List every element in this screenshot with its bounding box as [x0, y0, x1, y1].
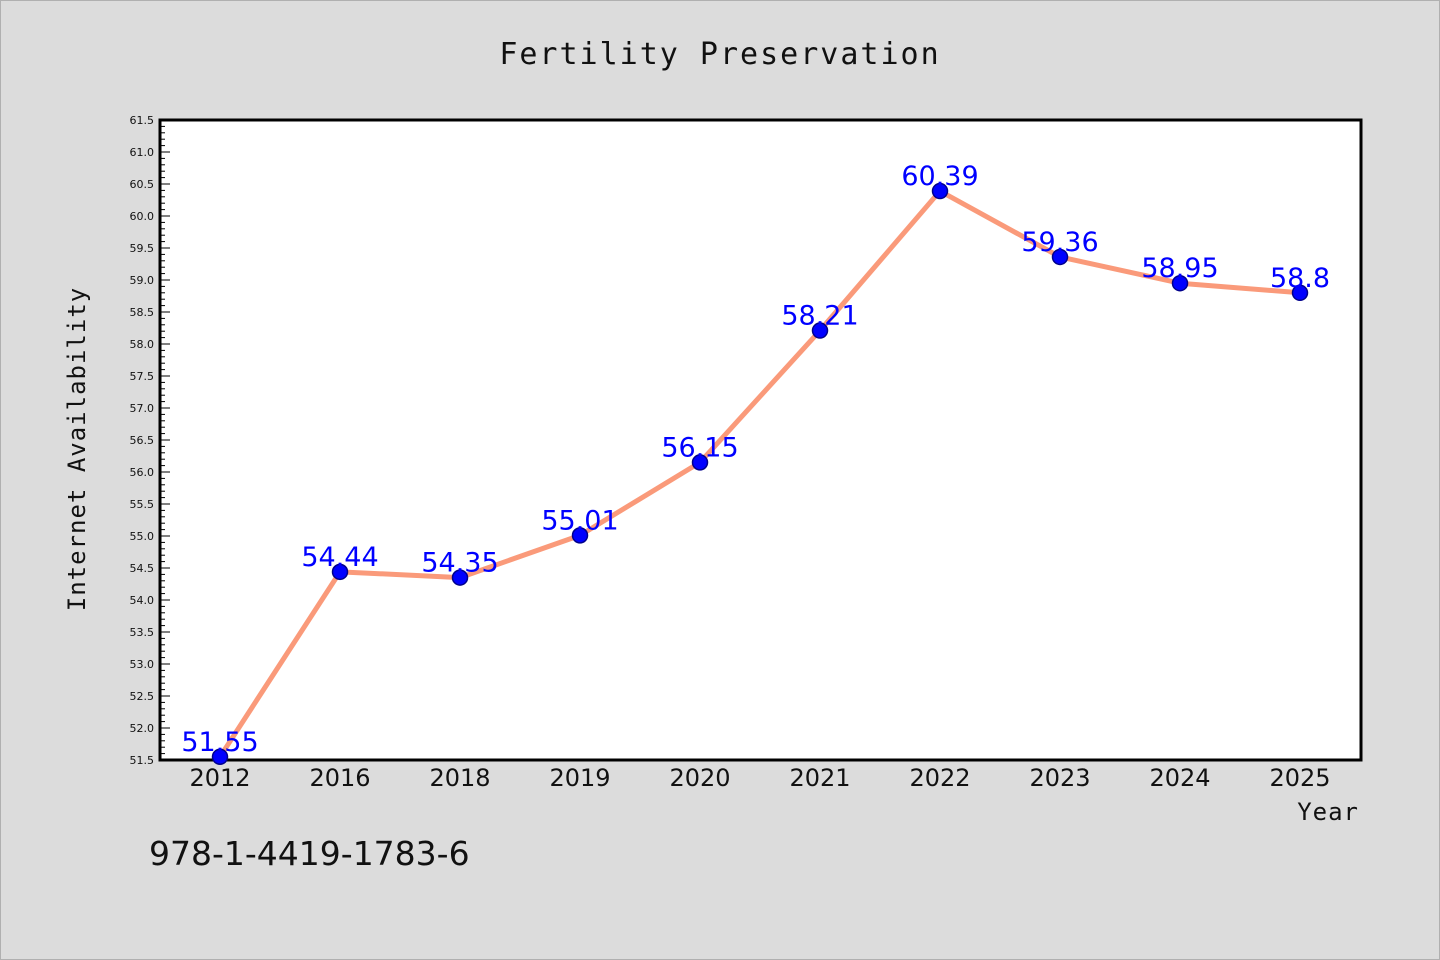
y-tick-label: 54.0	[130, 594, 155, 607]
y-tick-label: 54.5	[130, 562, 155, 575]
data-point	[931, 182, 949, 200]
y-tick-label: 61.5	[130, 114, 155, 127]
y-tick-label: 55.0	[130, 530, 155, 543]
series-line	[217, 188, 1303, 760]
x-tick-label: 2018	[429, 764, 490, 792]
series-layer	[211, 182, 1309, 766]
data-label: 55.01	[541, 505, 618, 536]
y-tick-label: 59.5	[130, 242, 155, 255]
data-point	[811, 322, 829, 339]
data-point	[691, 454, 709, 471]
x-tick-label: 2012	[189, 764, 250, 792]
plot-area	[158, 118, 1363, 762]
x-tick-label: 2023	[1029, 764, 1090, 792]
data-labels: 51.55 54.44 54.35 55.01 56.15 58.21 60.39 59.36…	[181, 161, 1330, 758]
data-label: 56.15	[661, 432, 738, 463]
data-point	[1291, 284, 1309, 302]
data-point	[451, 569, 469, 586]
data-point	[571, 527, 589, 544]
data-label: 58.21	[781, 301, 858, 332]
x-tick-label: 2016	[309, 764, 370, 792]
data-label: 54.44	[301, 542, 378, 573]
y-tick-label: 53.0	[130, 658, 155, 671]
x-tick-label: 2021	[789, 764, 850, 792]
y-tick-label: 51.5	[130, 754, 155, 767]
x-tick-label: 2025	[1269, 764, 1330, 792]
y-tick-label: 58.0	[130, 338, 155, 351]
data-label: 60.39	[901, 161, 978, 192]
x-axis-ticks: 2012 2016 2018 2019 2020 2021 2022 2023 2024 2025	[189, 764, 1330, 792]
x-tick-label: 2022	[909, 764, 970, 792]
data-label: 58.95	[1141, 253, 1218, 284]
y-tick-label: 60.5	[130, 178, 155, 191]
y-tick-label: 57.5	[130, 370, 155, 383]
y-tick-label: 61.0	[130, 146, 155, 159]
y-tick-label: 60.0	[130, 210, 155, 223]
data-point	[1051, 248, 1069, 266]
y-tick-label: 57.0	[130, 402, 155, 415]
x-tick-label: 2024	[1149, 764, 1210, 792]
y-axis-label: Internet Availability	[63, 287, 91, 611]
x-tick-label: 2020	[669, 764, 730, 792]
data-point	[1171, 274, 1189, 292]
y-tick-label: 56.5	[130, 434, 155, 447]
data-label: 59.36	[1021, 227, 1098, 258]
y-tick-label: 53.5	[130, 626, 155, 639]
y-tick-label: 55.5	[130, 498, 155, 511]
y-axis-ticks: 51.5 52.0 52.5 53.0 53.5 54.0 54.5 55.0 55.5 56.0…	[130, 114, 170, 767]
x-axis-label: Year	[1297, 798, 1359, 826]
y-tick-label: 52.5	[130, 690, 155, 703]
y-tick-label: 56.0	[130, 466, 155, 479]
data-label: 58.8	[1270, 263, 1330, 294]
chart-title: Fertility Preservation	[499, 37, 940, 72]
y-tick-label: 52.0	[130, 722, 155, 735]
x-tick-label: 2019	[549, 764, 610, 792]
data-point	[331, 563, 349, 581]
data-label: 51.55	[181, 727, 258, 758]
isbn-text: 978-1-4419-1783-6	[149, 834, 470, 873]
y-tick-label: 59.0	[130, 274, 155, 287]
data-point	[211, 748, 229, 766]
y-tick-label: 58.5	[130, 306, 155, 319]
data-label: 54.35	[421, 548, 498, 579]
